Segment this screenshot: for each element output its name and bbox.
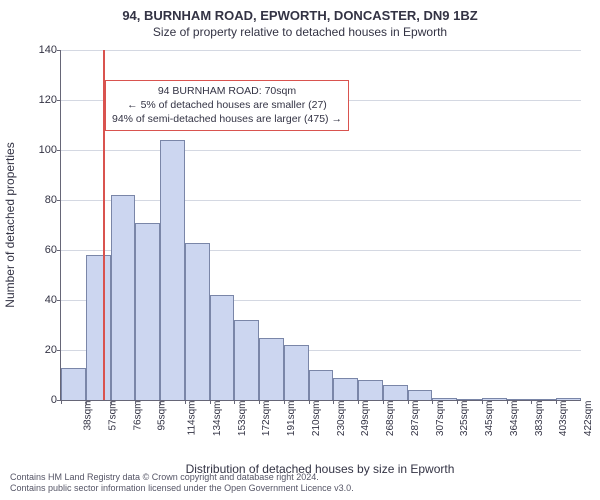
x-tick-label: 287sqm: [410, 401, 421, 437]
x-tick-mark: [507, 400, 508, 404]
x-tick-label: 422sqm: [583, 401, 594, 437]
x-tick-mark: [482, 400, 483, 404]
annotation-line: 94 BURNHAM ROAD: 70sqm: [112, 84, 342, 98]
histogram-bar: [86, 255, 111, 400]
histogram-bar: [111, 195, 136, 400]
x-tick-label: 95sqm: [157, 401, 168, 431]
gridline: [61, 150, 581, 151]
histogram-bar: [358, 380, 383, 400]
y-tick-label: 80: [27, 194, 57, 206]
histogram-bar: [383, 385, 408, 400]
x-tick-mark: [432, 400, 433, 404]
y-tick-mark: [57, 350, 61, 351]
x-tick-mark: [111, 400, 112, 404]
gridline: [61, 200, 581, 201]
x-tick-mark: [309, 400, 310, 404]
y-tick-label: 20: [27, 344, 57, 356]
x-tick-mark: [333, 400, 334, 404]
x-tick-mark: [457, 400, 458, 404]
x-tick-mark: [210, 400, 211, 404]
histogram-bar: [135, 223, 160, 401]
x-tick-label: 114sqm: [186, 401, 197, 436]
x-tick-label: 268sqm: [385, 401, 396, 437]
gridline: [61, 50, 581, 51]
y-tick-mark: [57, 300, 61, 301]
histogram-bar: [259, 338, 284, 401]
annotation-line: 94% of semi-detached houses are larger (…: [112, 112, 342, 126]
annotation-box: 94 BURNHAM ROAD: 70sqm← 5% of detached h…: [105, 80, 349, 131]
credits-line: Contains HM Land Registry data © Crown c…: [10, 472, 354, 483]
x-tick-mark: [408, 400, 409, 404]
histogram-bar: [234, 320, 259, 400]
histogram-bar: [284, 345, 309, 400]
x-tick-label: 383sqm: [534, 401, 545, 437]
x-tick-mark: [259, 400, 260, 404]
x-tick-mark: [86, 400, 87, 404]
y-tick-label: 100: [27, 144, 57, 156]
histogram-bar: [309, 370, 334, 400]
histogram-bar: [333, 378, 358, 401]
y-axis-label: Number of detached properties: [3, 142, 17, 307]
histogram-bar: [185, 243, 210, 401]
x-tick-mark: [135, 400, 136, 404]
x-tick-label: 57sqm: [107, 401, 118, 431]
x-tick-label: 76sqm: [132, 401, 143, 431]
credits-line: Contains public sector information licen…: [10, 483, 354, 494]
histogram-bar: [160, 140, 185, 400]
x-tick-label: 134sqm: [212, 401, 223, 437]
y-tick-label: 140: [27, 44, 57, 56]
histogram-bar: [61, 368, 86, 401]
y-tick-label: 60: [27, 244, 57, 256]
y-tick-mark: [57, 150, 61, 151]
x-tick-mark: [61, 400, 62, 404]
x-tick-label: 345sqm: [484, 401, 495, 437]
y-tick-mark: [57, 250, 61, 251]
credits-text: Contains HM Land Registry data © Crown c…: [10, 472, 354, 495]
x-tick-mark: [531, 400, 532, 404]
y-tick-label: 40: [27, 294, 57, 306]
x-tick-mark: [234, 400, 235, 404]
y-tick-mark: [57, 200, 61, 201]
x-tick-label: 210sqm: [311, 401, 322, 437]
y-tick-label: 120: [27, 94, 57, 106]
y-tick-label: 0: [27, 394, 57, 406]
y-tick-mark: [57, 100, 61, 101]
x-tick-label: 230sqm: [336, 401, 347, 437]
plot-region: 02040608010012014038sqm57sqm76sqm95sqm11…: [60, 50, 581, 401]
x-tick-label: 364sqm: [509, 401, 520, 437]
x-tick-label: 307sqm: [435, 401, 446, 437]
annotation-line: ← 5% of detached houses are smaller (27): [112, 98, 342, 112]
chart-container: 94, BURNHAM ROAD, EPWORTH, DONCASTER, DN…: [0, 0, 600, 500]
histogram-bar: [210, 295, 235, 400]
x-tick-label: 38sqm: [83, 401, 94, 431]
x-tick-label: 403sqm: [559, 401, 570, 437]
x-tick-mark: [358, 400, 359, 404]
chart-title-secondary: Size of property relative to detached ho…: [0, 23, 600, 39]
x-tick-mark: [284, 400, 285, 404]
x-tick-label: 172sqm: [261, 401, 272, 437]
histogram-bar: [408, 390, 433, 400]
y-tick-mark: [57, 50, 61, 51]
x-tick-label: 325sqm: [460, 401, 471, 437]
x-tick-mark: [383, 400, 384, 404]
x-tick-mark: [556, 400, 557, 404]
x-tick-label: 153sqm: [237, 401, 248, 437]
chart-title-primary: 94, BURNHAM ROAD, EPWORTH, DONCASTER, DN…: [0, 0, 600, 23]
x-tick-mark: [160, 400, 161, 404]
x-tick-mark: [185, 400, 186, 404]
chart-area: Number of detached properties 0204060801…: [60, 50, 580, 420]
x-tick-label: 249sqm: [360, 401, 371, 437]
x-tick-label: 191sqm: [286, 401, 297, 437]
